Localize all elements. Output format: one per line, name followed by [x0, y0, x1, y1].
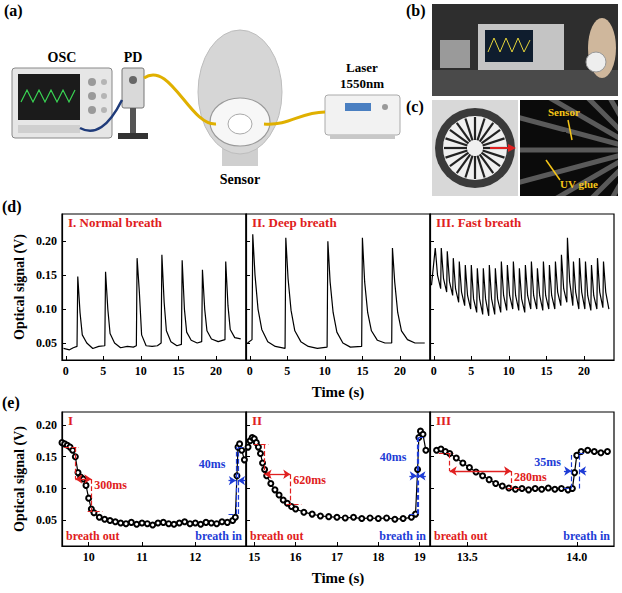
svg-text:0.20: 0.20 — [36, 234, 57, 248]
svg-text:Sensor: Sensor — [220, 172, 260, 187]
svg-text:III. Fast breath: III. Fast breath — [436, 215, 522, 230]
svg-text:I. Normal breath: I. Normal breath — [68, 215, 163, 230]
svg-text:40ms: 40ms — [380, 450, 407, 464]
svg-text:(c): (c) — [406, 98, 424, 116]
svg-text:Time (s): Time (s) — [312, 570, 365, 587]
svg-text:5: 5 — [468, 364, 474, 378]
svg-text:20: 20 — [210, 364, 222, 378]
svg-text:19: 19 — [414, 550, 426, 564]
svg-text:1550nm: 1550nm — [340, 76, 384, 91]
svg-text:10: 10 — [319, 364, 331, 378]
svg-text:10: 10 — [503, 364, 515, 378]
svg-text:0.20: 0.20 — [36, 418, 57, 432]
svg-text:40ms: 40ms — [199, 457, 226, 471]
svg-text:breath out: breath out — [250, 529, 303, 543]
svg-text:(d): (d) — [2, 198, 22, 216]
svg-text:16: 16 — [290, 550, 302, 564]
svg-text:10: 10 — [83, 550, 95, 564]
svg-text:15: 15 — [248, 550, 260, 564]
svg-text:I: I — [68, 413, 73, 428]
svg-text:III: III — [436, 413, 451, 428]
svg-text:0: 0 — [431, 364, 437, 378]
svg-text:10: 10 — [135, 364, 147, 378]
svg-text:17: 17 — [331, 550, 343, 564]
svg-text:breath out: breath out — [434, 529, 487, 543]
svg-text:II: II — [252, 413, 262, 428]
svg-text:Optical signal (V): Optical signal (V) — [12, 234, 28, 340]
svg-text:11: 11 — [136, 550, 147, 564]
svg-text:0: 0 — [247, 364, 253, 378]
svg-text:breath in: breath in — [563, 529, 610, 543]
svg-text:UV glue: UV glue — [560, 178, 598, 190]
svg-text:20: 20 — [394, 364, 406, 378]
svg-text:0.10: 0.10 — [36, 302, 57, 316]
svg-text:(b): (b) — [406, 2, 426, 20]
svg-text:Optical signal (V): Optical signal (V) — [12, 426, 28, 532]
svg-text:15: 15 — [540, 364, 552, 378]
svg-text:20: 20 — [578, 364, 590, 378]
svg-text:(a): (a) — [4, 2, 23, 20]
svg-text:18: 18 — [372, 550, 384, 564]
svg-text:0.15: 0.15 — [36, 268, 57, 282]
svg-text:PD: PD — [124, 50, 143, 65]
svg-text:(e): (e) — [2, 394, 20, 412]
svg-text:5: 5 — [284, 364, 290, 378]
svg-text:0.05: 0.05 — [36, 513, 57, 527]
svg-text:0.15: 0.15 — [36, 450, 57, 464]
svg-text:0: 0 — [63, 364, 69, 378]
svg-text:breath out: breath out — [66, 529, 119, 543]
svg-text:breath in: breath in — [195, 529, 242, 543]
svg-text:15: 15 — [356, 364, 368, 378]
svg-text:5: 5 — [100, 364, 106, 378]
svg-text:breath in: breath in — [379, 529, 426, 543]
svg-text:OSC: OSC — [48, 50, 77, 65]
svg-text:35ms: 35ms — [534, 455, 561, 469]
svg-text:0.10: 0.10 — [36, 482, 57, 496]
svg-text:15: 15 — [172, 364, 184, 378]
svg-text:Laser: Laser — [346, 60, 378, 75]
svg-text:280ms: 280ms — [514, 470, 547, 484]
svg-text:Time (s): Time (s) — [312, 384, 365, 401]
svg-text:12: 12 — [189, 550, 201, 564]
svg-text:620ms: 620ms — [293, 473, 326, 487]
svg-text:14.0: 14.0 — [566, 550, 587, 564]
svg-text:Sensor: Sensor — [548, 106, 580, 118]
svg-text:II. Deep breath: II. Deep breath — [252, 215, 337, 230]
svg-text:0.05: 0.05 — [36, 336, 57, 350]
svg-text:300ms: 300ms — [94, 478, 127, 492]
svg-text:13.5: 13.5 — [457, 550, 478, 564]
